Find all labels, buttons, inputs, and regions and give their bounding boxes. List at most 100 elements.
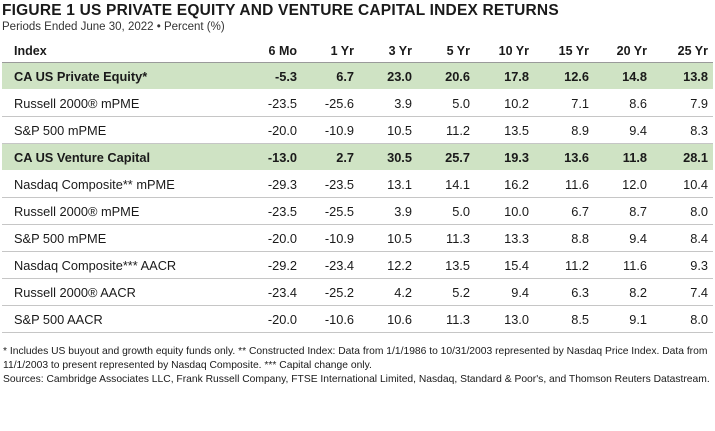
column-header: 20 Yr — [594, 40, 652, 63]
return-value-cell: 25.7 — [417, 143, 475, 171]
return-value-cell: 13.1 — [359, 170, 417, 198]
return-value-cell: 11.6 — [594, 251, 652, 279]
return-value-cell: 12.0 — [594, 170, 652, 198]
column-header: 3 Yr — [359, 40, 417, 63]
return-value-cell: 11.2 — [534, 251, 594, 279]
footnotes: * Includes US buyout and growth equity f… — [2, 345, 713, 387]
return-value-cell: 10.5 — [359, 224, 417, 252]
return-value-cell: 20.6 — [417, 62, 475, 90]
return-value-cell: 6.7 — [302, 62, 359, 90]
return-value-cell: -23.4 — [302, 251, 359, 279]
return-value-cell: -20.0 — [235, 224, 302, 252]
table-row: S&P 500 AACR -20.0 -10.6 10.6 11.3 13.0 8.5 9.1… — [2, 305, 713, 333]
return-value-cell: 11.8 — [594, 143, 652, 171]
index-name-cell: S&P 500 mPME — [2, 224, 235, 252]
column-header: 6 Mo — [235, 40, 302, 63]
column-header: Index — [2, 40, 235, 63]
return-value-cell: 5.0 — [417, 89, 475, 117]
return-value-cell: -25.2 — [302, 278, 359, 306]
return-value-cell: -29.2 — [235, 251, 302, 279]
return-value-cell: -23.4 — [235, 278, 302, 306]
return-value-cell: 9.3 — [652, 251, 713, 279]
return-value-cell: 14.1 — [417, 170, 475, 198]
return-value-cell: 7.1 — [534, 89, 594, 117]
table-row: Russell 2000® AACR -23.4 -25.2 4.2 5.2 9.4 6.3… — [2, 278, 713, 306]
return-value-cell: 28.1 — [652, 143, 713, 171]
return-value-cell: 30.5 — [359, 143, 417, 171]
index-name-cell: Nasdaq Composite** mPME — [2, 170, 235, 198]
index-name-cell: Russell 2000® mPME — [2, 197, 235, 225]
return-value-cell: 23.0 — [359, 62, 417, 90]
column-header: 15 Yr — [534, 40, 594, 63]
return-value-cell: 13.5 — [417, 251, 475, 279]
return-value-cell: 7.4 — [652, 278, 713, 306]
column-header: 1 Yr — [302, 40, 359, 63]
return-value-cell: 8.4 — [652, 224, 713, 252]
table-row: Nasdaq Composite** mPME -29.3 -23.5 13.1 14.… — [2, 170, 713, 198]
return-value-cell: 8.6 — [594, 89, 652, 117]
return-value-cell: 13.6 — [534, 143, 594, 171]
return-value-cell: 10.6 — [359, 305, 417, 333]
return-value-cell: 6.3 — [534, 278, 594, 306]
return-value-cell: 5.0 — [417, 197, 475, 225]
column-header: 10 Yr — [475, 40, 534, 63]
return-value-cell: 12.6 — [534, 62, 594, 90]
return-value-cell: -25.6 — [302, 89, 359, 117]
return-value-cell: 8.0 — [652, 197, 713, 225]
return-value-cell: -10.6 — [302, 305, 359, 333]
index-name-cell: S&P 500 AACR — [2, 305, 235, 333]
return-value-cell: -10.9 — [302, 116, 359, 144]
table-row-highlight: CA US Private Equity* -5.3 6.7 23.0 20.6 17.8… — [2, 62, 713, 90]
table-row-highlight: CA US Venture Capital -13.0 2.7 30.5 25.7 19.… — [2, 143, 713, 171]
return-value-cell: 12.2 — [359, 251, 417, 279]
return-value-cell: 10.2 — [475, 89, 534, 117]
return-value-cell: 10.5 — [359, 116, 417, 144]
return-value-cell: -25.5 — [302, 197, 359, 225]
return-value-cell: 9.1 — [594, 305, 652, 333]
return-value-cell: 11.3 — [417, 224, 475, 252]
table-row: S&P 500 mPME -20.0 -10.9 10.5 11.2 13.5 8.9 9.4… — [2, 116, 713, 144]
return-value-cell: 10.0 — [475, 197, 534, 225]
return-value-cell: 6.7 — [534, 197, 594, 225]
return-value-cell: -20.0 — [235, 305, 302, 333]
return-value-cell: 9.4 — [594, 116, 652, 144]
index-name-cell: Russell 2000® AACR — [2, 278, 235, 306]
column-header: 5 Yr — [417, 40, 475, 63]
return-value-cell: 4.2 — [359, 278, 417, 306]
table-header-row: Index 6 Mo 1 Yr 3 Yr 5 Yr 10 Yr 15 Yr 20… — [2, 40, 713, 63]
return-value-cell: 13.3 — [475, 224, 534, 252]
return-value-cell: 2.7 — [302, 143, 359, 171]
return-value-cell: 8.8 — [534, 224, 594, 252]
return-value-cell: 11.2 — [417, 116, 475, 144]
table-row: Russell 2000® mPME -23.5 -25.6 3.9 5.0 10.2 7.… — [2, 89, 713, 117]
return-value-cell: 3.9 — [359, 197, 417, 225]
return-value-cell: 13.5 — [475, 116, 534, 144]
returns-table: Index 6 Mo 1 Yr 3 Yr 5 Yr 10 Yr 15 Yr 20… — [2, 40, 713, 333]
column-header: 25 Yr — [652, 40, 713, 63]
return-value-cell: -23.5 — [302, 170, 359, 198]
return-value-cell: 11.3 — [417, 305, 475, 333]
index-name-cell: Russell 2000® mPME — [2, 89, 235, 117]
index-name-cell: S&P 500 mPME — [2, 116, 235, 144]
return-value-cell: 15.4 — [475, 251, 534, 279]
return-value-cell: 5.2 — [417, 278, 475, 306]
return-value-cell: 8.3 — [652, 116, 713, 144]
sources-text: Sources: Cambridge Associates LLC, Frank… — [3, 374, 710, 385]
return-value-cell: 16.2 — [475, 170, 534, 198]
return-value-cell: 13.8 — [652, 62, 713, 90]
return-value-cell: 14.8 — [594, 62, 652, 90]
return-value-cell: 8.9 — [534, 116, 594, 144]
footnote-text: * Includes US buyout and growth equity f… — [3, 346, 708, 371]
return-value-cell: -23.5 — [235, 197, 302, 225]
table-row: Russell 2000® mPME -23.5 -25.5 3.9 5.0 10.0 6.… — [2, 197, 713, 225]
table-row: S&P 500 mPME -20.0 -10.9 10.5 11.3 13.3 8.8 9.4… — [2, 224, 713, 252]
return-value-cell: 17.8 — [475, 62, 534, 90]
return-value-cell: 8.7 — [594, 197, 652, 225]
return-value-cell: 19.3 — [475, 143, 534, 171]
figure-subtitle: Periods Ended June 30, 2022 • Percent (%… — [2, 21, 225, 33]
return-value-cell: -13.0 — [235, 143, 302, 171]
return-value-cell: 8.2 — [594, 278, 652, 306]
return-value-cell: -5.3 — [235, 62, 302, 90]
return-value-cell: 10.4 — [652, 170, 713, 198]
return-value-cell: 3.9 — [359, 89, 417, 117]
